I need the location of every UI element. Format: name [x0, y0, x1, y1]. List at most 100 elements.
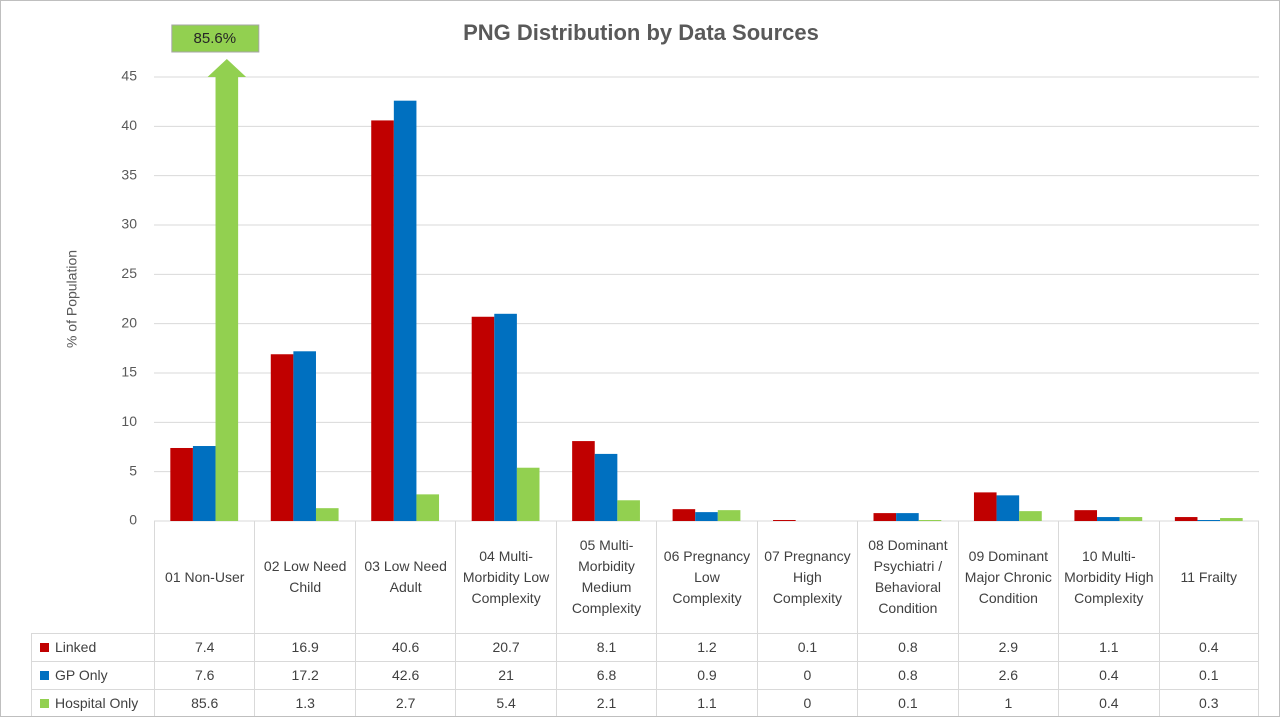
bar — [371, 120, 394, 521]
table-value: 17.2 — [254, 661, 355, 689]
category-label: 01 Non-User — [154, 521, 254, 633]
bar — [973, 492, 997, 521]
table-value: 2.7 — [354, 689, 456, 716]
bar — [293, 351, 316, 521]
table-value: 21 — [455, 661, 556, 689]
data-label: 85.6% — [194, 30, 237, 47]
table-value: 0 — [756, 661, 858, 689]
bar — [315, 508, 339, 521]
table-value: 16.9 — [254, 633, 355, 661]
bar — [516, 467, 540, 521]
y-axis-label: % of Population — [64, 250, 80, 348]
table-value: 8.1 — [555, 633, 657, 661]
table-value: 5.4 — [455, 689, 556, 716]
bar — [873, 513, 897, 521]
legend-label: Hospital Only — [55, 695, 139, 711]
y-tick-label: 10 — [121, 413, 137, 429]
table-value: 1.3 — [254, 689, 355, 716]
y-tick-label: 30 — [121, 216, 137, 232]
y-tick-label: 25 — [121, 265, 137, 281]
table-value: 2.9 — [957, 633, 1059, 661]
category-label: 05 Multi-Morbidity Medium Complexity — [555, 521, 656, 633]
bar — [494, 313, 517, 521]
table-value: 0.1 — [1158, 661, 1259, 689]
category-label: 03 Low Need Adult — [354, 521, 455, 633]
bar — [695, 512, 718, 521]
bar — [270, 354, 294, 521]
bar — [773, 520, 796, 521]
legend-entry: Linked — [31, 633, 154, 661]
y-tick-label: 45 — [121, 68, 137, 84]
legend-entry: Hospital Only — [31, 689, 154, 716]
bar — [717, 510, 741, 521]
bar — [572, 441, 595, 521]
table-value: 42.6 — [354, 661, 456, 689]
bar — [1074, 510, 1098, 521]
bar — [672, 509, 696, 521]
category-label: 04 Multi-Morbidity Low Complexity — [455, 521, 555, 633]
legend-entry: GP Only — [31, 661, 154, 689]
table-value: 2.1 — [555, 689, 657, 716]
category-label: 08 Dominant Psychiatri / Behavioral Cond… — [857, 521, 957, 633]
table-value: 2.6 — [957, 661, 1059, 689]
table-value: 1.1 — [656, 689, 757, 716]
table-value: 0.4 — [1058, 689, 1159, 716]
bar — [617, 500, 640, 521]
table-value: 0.8 — [857, 633, 958, 661]
table-value: 40.6 — [354, 633, 456, 661]
table-value: 0.4 — [1158, 633, 1259, 661]
bar — [192, 446, 216, 521]
table-value: 0 — [756, 689, 858, 716]
table-value: 0.1 — [756, 633, 858, 661]
bar — [1220, 518, 1243, 521]
table-value: 1.2 — [656, 633, 757, 661]
category-label: 02 Low Need Child — [254, 521, 354, 633]
chart-title: PNG Distribution by Data Sources — [463, 20, 819, 45]
table-value: 7.6 — [154, 661, 255, 689]
bar — [471, 316, 495, 521]
y-tick-label: 15 — [121, 364, 137, 380]
y-tick-label: 0 — [129, 512, 137, 528]
table-value: 1.1 — [1058, 633, 1159, 661]
bar — [996, 495, 1020, 521]
bar — [918, 520, 942, 521]
bar — [393, 100, 417, 522]
bar — [1019, 511, 1042, 521]
table-value: 85.6 — [154, 689, 255, 716]
legend-label: GP Only — [55, 667, 108, 683]
legend-swatch — [40, 699, 49, 708]
category-label: 07 Pregnancy High Complexity — [756, 521, 857, 633]
y-tick-label: 20 — [121, 314, 137, 330]
category-label: 06 Pregnancy Low Complexity — [656, 521, 756, 633]
category-label: 09 Dominant Major Chronic Condition — [957, 521, 1058, 633]
bar — [416, 494, 440, 521]
category-label: 11 Frailty — [1158, 521, 1259, 633]
table-value: 1 — [957, 689, 1059, 716]
y-tick-label: 40 — [121, 117, 137, 133]
table-value: 20.7 — [455, 633, 556, 661]
legend-label: Linked — [55, 639, 97, 655]
table-value: 6.8 — [555, 661, 657, 689]
bar — [896, 513, 919, 521]
bar — [207, 59, 247, 521]
table-value: 0.4 — [1058, 661, 1159, 689]
table-value: 0.3 — [1158, 689, 1259, 716]
bar — [1174, 517, 1198, 521]
y-tick-label: 5 — [129, 462, 137, 478]
y-tick-label: 35 — [121, 166, 137, 182]
table-value: 7.4 — [154, 633, 255, 661]
table-value: 0.9 — [656, 661, 757, 689]
table-value: 0.8 — [857, 661, 958, 689]
bar — [1097, 517, 1120, 521]
bar — [1197, 520, 1221, 521]
category-label: 10 Multi-Morbidity High Complexity — [1058, 521, 1158, 633]
legend-swatch — [40, 671, 49, 680]
bar — [594, 453, 618, 521]
legend-swatch — [40, 643, 49, 652]
table-value: 0.1 — [857, 689, 958, 716]
bar — [1119, 517, 1143, 521]
bar — [170, 447, 193, 521]
data-label-box — [171, 24, 260, 53]
